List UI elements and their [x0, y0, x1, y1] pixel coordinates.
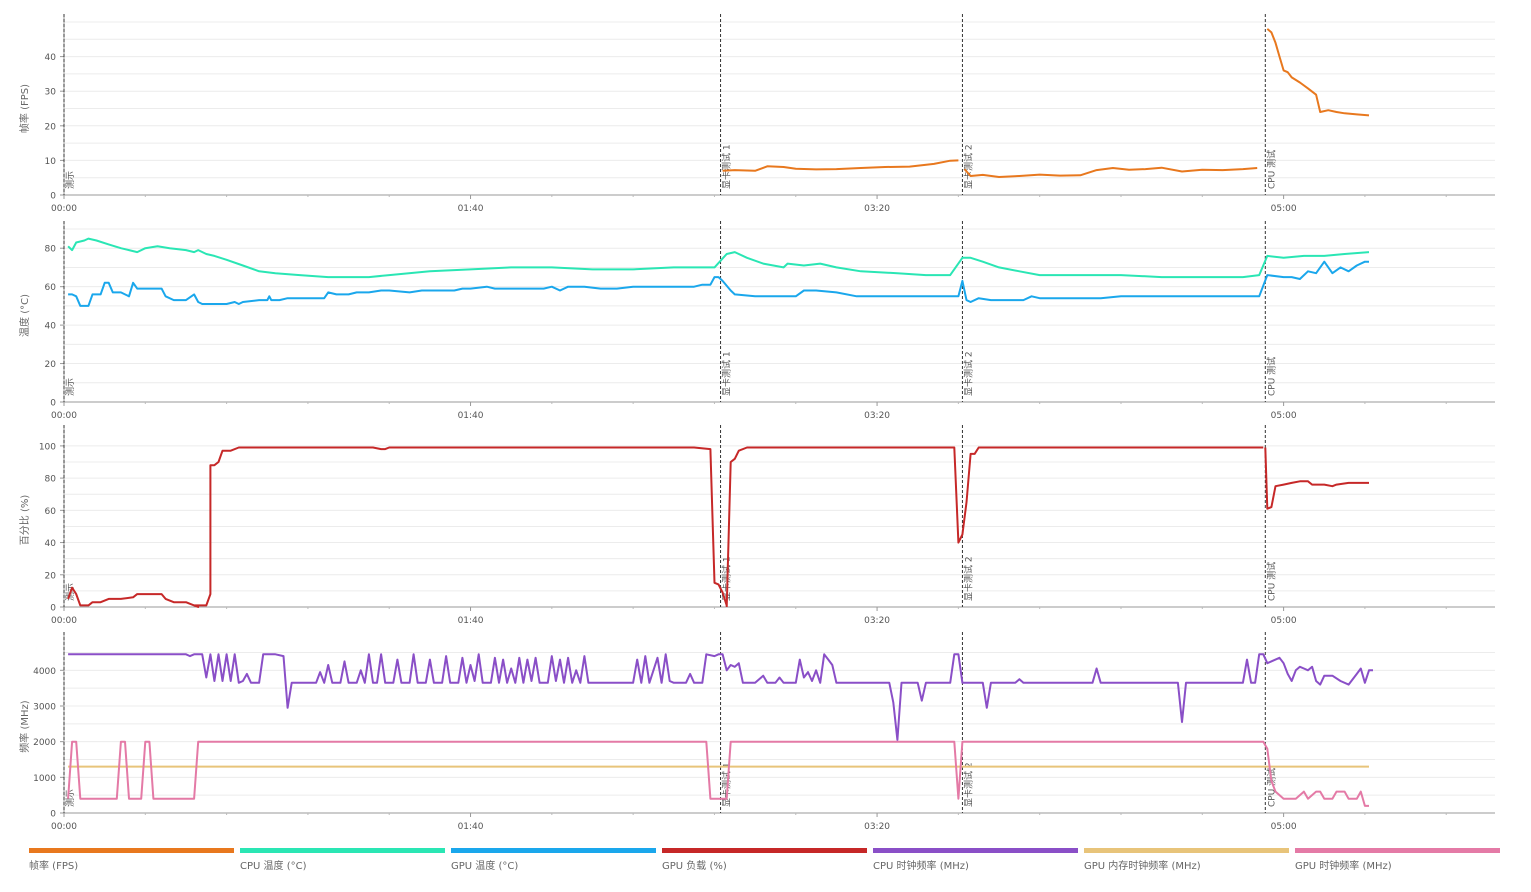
series-line-cpu_temp — [67, 237, 1370, 279]
series-line-gpu_clock — [67, 740, 1369, 807]
x-tick-label: 03:20 — [864, 204, 890, 214]
y-tick-label: 10 — [45, 157, 57, 167]
y-tick-label: 60 — [45, 283, 57, 293]
chart-panel-2: 0 20 40 60 80 00:00 01:40 03:20 05:00 温度 (°C) 测示 显卡… — [18, 221, 1495, 421]
chart-panel-4: 0 1000 2000 3000 4000 00:00 01:40 03:20 05:00 频率 … — [18, 632, 1495, 832]
x-tick-label: 03:20 — [864, 822, 890, 832]
legend-label: GPU 时钟频率 (MHz) — [1295, 861, 1392, 872]
y-tick-label: 0 — [50, 604, 56, 614]
x-tick-label: 00:00 — [51, 411, 77, 421]
legend-swatch — [662, 848, 867, 853]
y-tick-label: 20 — [45, 571, 57, 581]
y-tick-label: 80 — [45, 245, 57, 255]
marker-label: CPU 测试 — [1265, 357, 1277, 396]
marker-label: 显卡测试 2 — [962, 351, 974, 396]
legend-item[interactable]: 帧率 (FPS) — [29, 845, 234, 885]
marker-label: 显卡测试 2 — [962, 762, 974, 807]
y-axis-label: 温度 (°C) — [18, 294, 31, 337]
marker-label: CPU 测试 — [1265, 562, 1277, 601]
y-tick-label: 0 — [50, 810, 56, 820]
x-tick-label: 05:00 — [1271, 204, 1297, 214]
y-tick-label: 100 — [39, 442, 56, 452]
y-tick-label: 40 — [45, 322, 57, 332]
legend-swatch — [1295, 848, 1500, 853]
x-tick-label: 00:00 — [51, 616, 77, 626]
legend: 帧率 (FPS) CPU 温度 (°C) GPU 温度 (°C) GPU 负载 (%)… — [0, 845, 1531, 885]
y-axis-label: 帧率 (FPS) — [18, 84, 31, 133]
x-tick-label: 01:40 — [458, 204, 484, 214]
x-tick-label: 01:40 — [458, 411, 484, 421]
legend-label: CPU 温度 (°C) — [240, 861, 307, 872]
series-line-fps — [1266, 28, 1370, 117]
legend-swatch — [29, 848, 234, 853]
legend-label: 帧率 (FPS) — [29, 861, 79, 872]
y-tick-label: 80 — [45, 475, 57, 485]
y-tick-label: 20 — [45, 122, 57, 132]
x-tick-label: 01:40 — [458, 822, 484, 832]
y-tick-label: 2000 — [33, 738, 56, 748]
legend-swatch — [451, 848, 656, 853]
x-tick-label: 01:40 — [458, 616, 484, 626]
y-tick-label: 0 — [50, 192, 56, 202]
y-axis-label: 频率 (MHz) — [18, 700, 31, 752]
legend-item[interactable]: CPU 温度 (°C) — [240, 845, 445, 885]
y-tick-label: 20 — [45, 360, 57, 370]
x-tick-label: 00:00 — [51, 204, 77, 214]
marker-label: 测示 — [65, 171, 76, 189]
x-tick-label: 05:00 — [1271, 616, 1297, 626]
y-tick-label: 4000 — [33, 667, 56, 677]
legend-swatch — [240, 848, 445, 853]
marker-label: 显卡测试 2 — [962, 144, 974, 189]
series-line-cpu_clock — [68, 653, 1373, 741]
chart-panel-1: 0 10 20 30 40 00:00 01:40 03:20 05:00 帧率 (FPS) 测示 显… — [18, 14, 1495, 214]
legend-item[interactable]: CPU 时钟频率 (MHz) — [873, 845, 1078, 885]
y-tick-label: 0 — [50, 399, 56, 409]
series-line-gpu_load — [1264, 447, 1369, 510]
x-tick-label: 03:20 — [864, 411, 890, 421]
marker-label: 测示 — [65, 378, 76, 396]
legend-item[interactable]: GPU 内存时钟频率 (MHz) — [1084, 845, 1289, 885]
x-tick-label: 00:00 — [51, 822, 77, 832]
y-tick-label: 1000 — [33, 774, 56, 784]
x-tick-label: 03:20 — [864, 616, 890, 626]
legend-label: GPU 内存时钟频率 (MHz) — [1084, 861, 1201, 872]
marker-label: 显卡测试 1 — [721, 351, 733, 396]
x-tick-label: 05:00 — [1271, 822, 1297, 832]
y-tick-label: 30 — [45, 88, 57, 98]
series-line-fps — [722, 159, 959, 172]
series-line-gpu_load — [725, 446, 1264, 608]
legend-label: CPU 时钟频率 (MHz) — [873, 861, 969, 872]
marker-label: 显卡测试 1 — [721, 762, 733, 807]
y-tick-label: 40 — [45, 539, 57, 549]
series-line-gpu_temp — [68, 260, 1369, 307]
legend-label: GPU 负载 (%) — [662, 861, 727, 872]
series-line-fps — [963, 166, 1258, 178]
legend-label: GPU 温度 (°C) — [451, 861, 519, 872]
legend-swatch — [873, 848, 1078, 853]
x-tick-label: 05:00 — [1271, 411, 1297, 421]
legend-swatch — [1084, 848, 1289, 853]
marker-label: 显卡测试 2 — [962, 556, 974, 601]
marker-label: 测示 — [65, 789, 76, 807]
legend-item[interactable]: GPU 温度 (°C) — [451, 845, 656, 885]
y-tick-label: 60 — [45, 507, 57, 517]
y-tick-label: 40 — [45, 53, 57, 63]
y-tick-label: 3000 — [33, 702, 56, 712]
legend-item[interactable]: GPU 时钟频率 (MHz) — [1295, 845, 1500, 885]
marker-label: CPU 测试 — [1265, 768, 1277, 807]
legend-item[interactable]: GPU 负载 (%) — [662, 845, 867, 885]
marker-label: CPU 测试 — [1265, 150, 1277, 189]
marker-label: 显卡测试 1 — [721, 144, 733, 189]
series-line-gpu_load — [67, 446, 728, 608]
charts-svg: 01020304000:00 01:40 03:20 05:00帧率 (FPS)测示显… — [18, 14, 1495, 832]
y-axis-label: 百分比 (%) — [19, 495, 31, 546]
